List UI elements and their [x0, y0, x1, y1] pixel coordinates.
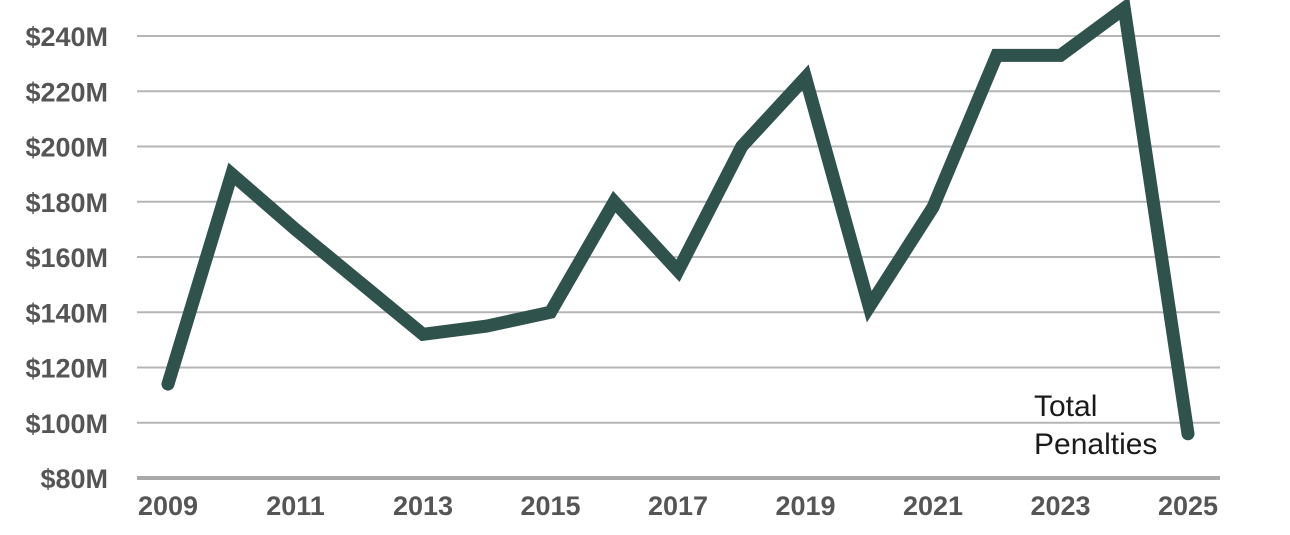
data-point [996, 54, 998, 56]
y-tick-label: $120M [25, 354, 108, 384]
y-tick-label: $200M [25, 133, 108, 163]
data-point [231, 173, 233, 175]
data-point [741, 146, 743, 147]
data-point [486, 325, 488, 327]
data-point [1060, 54, 1061, 56]
x-tick-label: 2021 [903, 491, 963, 521]
data-points [167, 7, 1189, 435]
x-tick-label: 2025 [1158, 491, 1218, 521]
data-point [677, 270, 679, 272]
x-axis-tick-labels: 2009 2011 2013 2015 2017 2019 2021 2023 2025 [138, 491, 1218, 521]
data-point [167, 383, 169, 385]
series-line [161, 0, 1195, 441]
y-tick-label: $140M [25, 298, 108, 328]
annotation-line-1: Total [1034, 390, 1097, 423]
data-point [932, 206, 934, 208]
data-point [358, 281, 360, 283]
data-point [613, 201, 615, 203]
data-point [868, 306, 870, 308]
y-tick-label: $180M [25, 188, 108, 218]
data-point [1187, 433, 1189, 435]
x-tick-label: 2013 [393, 491, 453, 521]
x-tick-label: 2019 [775, 491, 835, 521]
y-tick-label: $220M [25, 77, 108, 107]
annotation-line-2: Penalties [1034, 428, 1157, 461]
data-point [295, 228, 296, 230]
data-point [805, 76, 806, 78]
y-axis-tick-labels: $80M $100M $120M $140M $160M $180M $200M $220M $… [25, 22, 108, 494]
x-tick-label: 2009 [138, 491, 198, 521]
data-point [550, 311, 551, 313]
data-point [422, 333, 424, 335]
series-lines [161, 0, 1195, 441]
x-tick-label: 2011 [266, 491, 325, 521]
y-tick-label: $160M [25, 243, 108, 273]
y-tick-label: $240M [25, 22, 108, 52]
data-point [1123, 7, 1125, 9]
x-tick-label: 2023 [1030, 491, 1090, 521]
gridlines [137, 35, 1220, 424]
y-tick-label: $80M [40, 464, 108, 494]
y-tick-label: $100M [25, 409, 108, 439]
x-tick-label: 2017 [648, 491, 708, 521]
x-tick-label: 2015 [520, 491, 580, 521]
